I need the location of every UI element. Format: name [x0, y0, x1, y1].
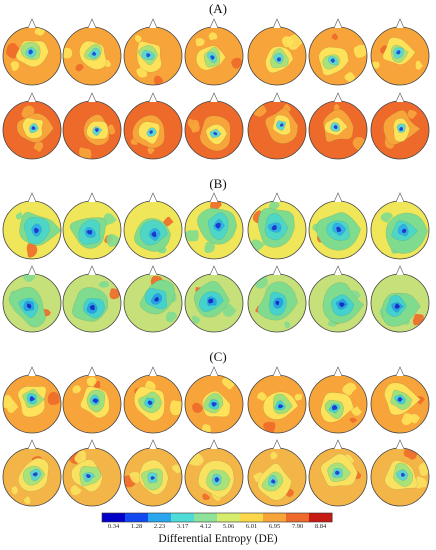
head-map-p3-r1-c7	[370, 366, 430, 434]
colorbar-segment	[217, 513, 241, 522]
panel-label-a: (A)	[208, 1, 228, 16]
panel-label-b: (B)	[209, 176, 227, 191]
head-map-p2-r2-c3	[123, 265, 183, 333]
head-map-p2-r1-c1	[2, 192, 62, 260]
colorbar-tick: 6.01	[245, 523, 258, 530]
head-map-p2-r2-c6	[308, 265, 368, 333]
head-map-p1-r1-c4	[184, 18, 244, 86]
head-map-p3-r2-c3	[123, 439, 183, 507]
colorbar-tick: 3.17	[176, 523, 189, 530]
head-map-p1-r2-c6	[308, 92, 368, 160]
colorbar-segment	[102, 513, 126, 522]
head-map-p1-r2-c1	[2, 92, 62, 160]
colorbar-tick: 7.90	[291, 523, 304, 530]
panel-label-c: (C)	[209, 349, 227, 364]
head-map-p1-r1-c6	[308, 18, 368, 86]
head-map-p3-r1-c5	[247, 366, 307, 434]
colorbar-title: Differential Entropy (DE)	[158, 533, 278, 545]
head-map-p2-r1-c2	[62, 192, 122, 260]
head-map-p2-r1-c4	[184, 192, 244, 260]
head-map-p1-r2-c2	[62, 92, 122, 160]
head-map-p2-r2-c1	[2, 265, 62, 333]
head-map-p1-r1-c3	[123, 18, 183, 86]
colorbar-segment	[194, 513, 218, 522]
head-map-p3-r2-c6	[308, 439, 368, 507]
head-map-p1-r2-c4	[184, 92, 244, 160]
head-map-p3-r2-c5	[247, 439, 307, 507]
head-map-p3-r1-c2	[62, 366, 122, 434]
head-map-p2-r2-c4	[184, 265, 244, 333]
head-map-p2-r1-c3	[123, 192, 183, 260]
head-map-p3-r1-c3	[123, 366, 183, 434]
colorbar-tick: 2.23	[153, 523, 166, 530]
colorbar-tick: 8.84	[314, 523, 327, 530]
colorbar-tick: 4.12	[199, 523, 212, 530]
head-map-p2-r2-c2	[62, 265, 122, 333]
head-map-p3-r1-c6	[308, 366, 368, 434]
colorbar-segment	[148, 513, 172, 522]
head-map-p3-r2-c1	[2, 439, 62, 507]
head-map-p2-r1-c7	[370, 192, 430, 260]
head-map-p3-r1-c4	[184, 366, 244, 434]
head-map-p2-r2-c5	[247, 265, 307, 333]
head-map-p3-r1-c1	[2, 366, 62, 434]
head-map-p1-r2-c3	[123, 92, 183, 160]
head-map-p3-r2-c7	[370, 439, 430, 507]
colorbar-tick: 0.34	[107, 523, 120, 530]
head-map-p1-r1-c1	[2, 18, 62, 86]
head-map-p2-r2-c7	[370, 265, 430, 333]
head-map-p2-r1-c5	[247, 192, 307, 260]
head-map-p3-r2-c4	[184, 439, 244, 507]
head-map-p3-r2-c2	[62, 439, 122, 507]
head-map-p1-r2-c5	[247, 92, 307, 160]
colorbar-tick: 6.95	[268, 523, 281, 530]
head-map-p1-r1-c2	[62, 18, 122, 86]
head-map-p1-r1-c5	[247, 18, 307, 86]
colorbar-segment	[309, 513, 333, 522]
colorbar-segment	[125, 513, 149, 522]
colorbar-tick: 5.06	[222, 523, 235, 530]
colorbar-segment	[263, 513, 287, 522]
colorbar-segment	[171, 513, 195, 522]
head-map-p1-r1-c7	[370, 18, 430, 86]
colorbar-tick: 1.28	[130, 523, 143, 530]
head-map-p1-r2-c7	[370, 92, 430, 160]
colorbar-segment	[240, 513, 264, 522]
head-map-p2-r1-c6	[308, 192, 368, 260]
colorbar-segment	[286, 513, 310, 522]
